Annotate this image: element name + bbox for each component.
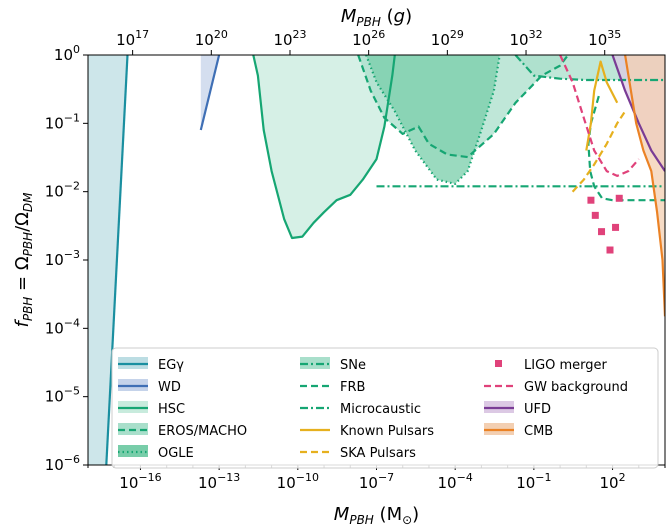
ligo-merger-point-1 [587,196,595,204]
legend: EGγ WD HSC EROS/MACHO OGLE SNe FRB Microcaustic… [111,347,659,469]
ligo-merger-point-2 [591,211,599,219]
cmb-region [625,55,665,317]
top-tick-label: 1020 [195,28,228,49]
eggamma-curve [105,55,129,465]
ogle-region [366,55,500,184]
hsc-region [253,55,395,238]
legend-sne-patch [300,357,330,369]
constraint-curves [105,55,665,465]
x-tick-label: 102 [599,471,625,492]
top-tick-label: 1032 [509,28,542,49]
top-tick-label: 1023 [273,28,306,49]
ligo-merger-point-4 [606,246,614,254]
x-tick-label: 10−4 [438,471,473,492]
y-tick-label: 100 [54,43,80,64]
eros-macho-curve [357,55,569,159]
ogle-curve [365,55,501,185]
y-tick-label: 10−3 [45,248,80,269]
x-tick-label: 10−1 [516,471,551,492]
ligo-merger-point-3 [598,228,606,236]
top-tick-label: 1029 [431,28,464,49]
legend-frb-label: FRB [340,380,365,395]
legend-ska-pulsars-label: SKA Pulsars [340,446,416,461]
legend-ufd-label: UFD [524,402,551,417]
top-x-axis-title: MPBH (g) [341,6,412,29]
top-tick-label: 1017 [116,28,149,49]
legend-cmb-label: CMB [524,424,553,439]
x-tick-label: 10−16 [119,471,161,492]
cmb-curve [624,55,665,317]
x-tick-label: 10−7 [359,471,394,492]
legend-hsc-label: HSC [158,402,185,417]
axis-ticks: 10−16 10−13 10−10 10−7 10−4 10−1 102 100 10−1 10−… [45,28,666,492]
legend-ogle-label: OGLE [158,446,194,461]
legend-box [111,347,659,469]
y-tick-label: 10−5 [45,385,80,406]
top-tick-label: 1026 [352,28,385,49]
legend-gw-background-label: GW background [524,380,628,395]
y-tick-label: 10−4 [45,316,80,337]
legend-eros-macho-label: EROS/MACHO [158,424,247,439]
legend-wd-label: WD [158,380,181,395]
eggamma-region [88,55,128,465]
y-tick-label: 10−6 [45,453,80,474]
constraint-region-fills [88,55,665,465]
legend-sne-label: SNe [340,358,366,373]
ligo-merger-point-5 [612,223,620,231]
legend-microcaustic-label: Microcaustic [340,402,421,417]
y-axis-title: fPBH = ΩPBH/ΩDM [12,192,35,328]
ska-pulsars-curve [571,110,627,193]
x-tick-label: 10−10 [277,471,319,492]
legend-ligo-merger-marker [495,360,502,367]
ufd-curve [611,55,665,172]
y-tick-label: 10−1 [45,111,80,132]
wd-curve [199,55,221,131]
x-tick-label: 10−13 [198,471,240,492]
legend-ligo-merger-label: LIGO merger [524,358,608,373]
top-tick-label: 1035 [588,28,621,49]
legend-eggamma-label: EGγ [158,358,184,373]
hsc-curve [252,55,396,240]
ligo-merger-point-6 [615,194,623,202]
gw-background-curve [559,55,640,177]
known-pulsars-curve [585,60,619,151]
x-axis-title: MPBH (M⊙) [334,504,419,527]
axis-titles: MPBH (M⊙)MPBH (g)fPBH = ΩPBH/ΩDMM_PBH (M… [12,6,419,527]
legend-known-pulsars-label: Known Pulsars [340,424,434,439]
y-tick-label: 10−2 [45,180,80,201]
